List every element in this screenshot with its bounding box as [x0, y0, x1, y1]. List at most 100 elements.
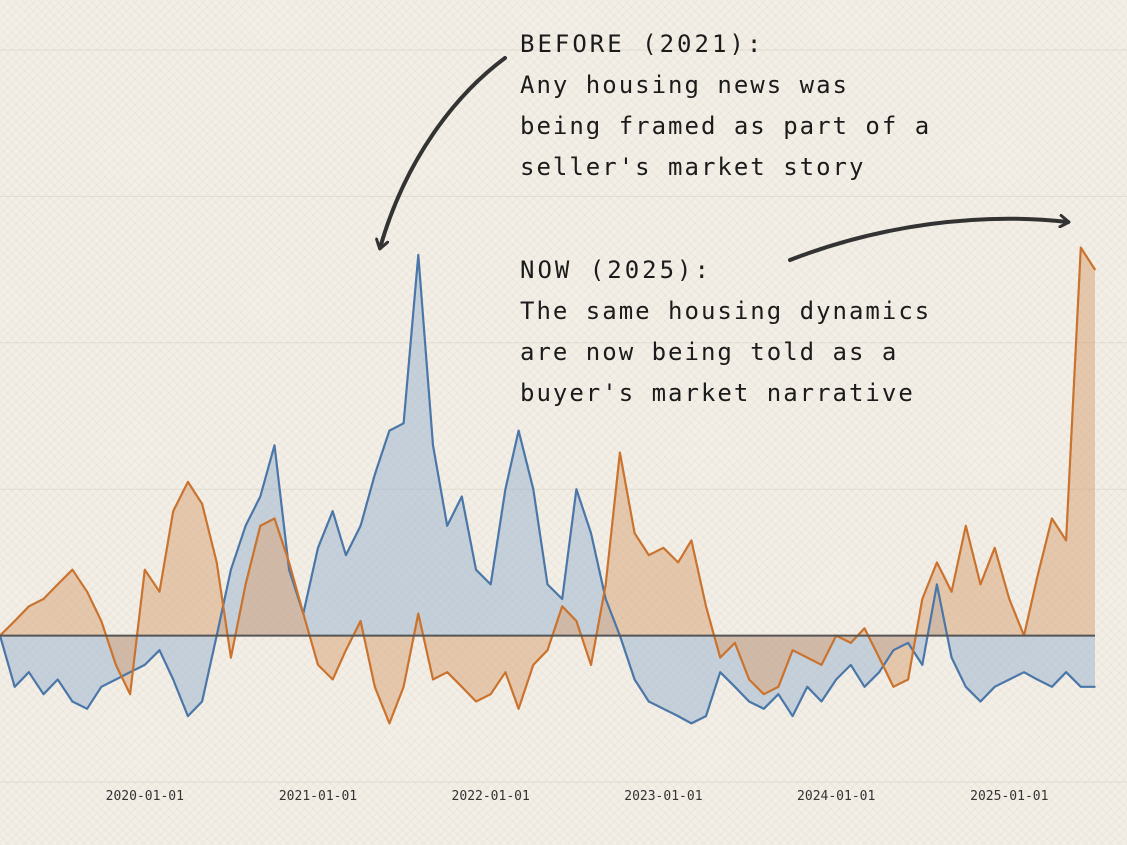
blue-series-point: [244, 525, 247, 527]
orange-series-point: [791, 649, 794, 651]
blue-series-point: [590, 532, 592, 534]
blue-series-point: [288, 568, 290, 571]
blue-series-point: [1051, 686, 1053, 688]
series-lines: [0, 246, 1096, 725]
orange-series-point: [575, 620, 578, 622]
orange-series-point: [517, 708, 520, 710]
orange-series-point: [215, 561, 218, 564]
orange-series-point: [187, 481, 189, 483]
blue-series-point: [273, 444, 276, 447]
blue-series-point: [158, 649, 161, 651]
blue-series-point: [662, 708, 665, 710]
blue-series-point: [345, 554, 347, 556]
orange-series-point: [273, 517, 276, 520]
orange-series-point: [201, 503, 203, 505]
blue-series-point: [575, 488, 578, 491]
orange-series-point: [1008, 598, 1011, 600]
orange-series-point: [907, 678, 909, 681]
now-annotation-line: are now being told as a: [520, 338, 899, 366]
blue-series-point: [388, 429, 391, 432]
now-annotation: NOW (2025): The same housing dynamics ar…: [520, 250, 931, 414]
before-annotation-arrow: [380, 56, 507, 248]
orange-series-point: [604, 583, 607, 586]
orange-series-point: [950, 590, 953, 593]
blue-series-point: [359, 525, 362, 527]
x-tick-label: 2021-01-01: [279, 789, 357, 804]
blue-series-point: [71, 700, 74, 703]
orange-series-point: [532, 664, 535, 666]
blue-series-point: [1023, 671, 1025, 673]
x-tick-label: 2023-01-01: [624, 789, 702, 804]
blue-series-point: [561, 598, 563, 600]
orange-series-point: [1036, 576, 1039, 578]
blue-series-point: [1080, 686, 1082, 688]
blue-series-point: [748, 700, 750, 703]
blue-series-point: [648, 700, 650, 703]
orange-series-point: [921, 598, 924, 600]
blue-series-point: [331, 510, 334, 512]
blue-series-point: [705, 715, 707, 717]
orange-series-point: [662, 547, 665, 549]
x-tick-label: 2020-01-01: [106, 789, 184, 804]
series-areas: [0, 247, 1095, 724]
blue-series-point: [763, 708, 765, 710]
orange-series-point: [489, 693, 492, 695]
orange-series-point: [259, 525, 262, 527]
blue-series-point: [446, 525, 449, 527]
orange-series-point: [230, 656, 232, 659]
orange-series-point: [302, 612, 305, 615]
orange-series-point: [345, 649, 347, 651]
orange-series-point: [719, 656, 721, 659]
blue-series-point: [259, 495, 262, 498]
orange-series-point: [648, 554, 650, 556]
before-annotation-line: being framed as part of a: [520, 112, 932, 140]
blue-series-point: [950, 656, 953, 659]
blue-series-point: [690, 722, 693, 725]
orange-series-point: [979, 583, 982, 586]
before-annotation: BEFORE (2021): Any housing news was bein…: [520, 24, 931, 188]
blue-series-point: [432, 444, 434, 447]
orange-series-point: [677, 561, 679, 564]
blue-series-point: [532, 488, 535, 491]
orange-series-point: [1065, 539, 1067, 542]
orange-series-point: [892, 686, 895, 688]
x-tick-label: 2025-01-01: [970, 789, 1048, 804]
orange-series-point: [863, 627, 866, 630]
orange-series-point: [432, 678, 434, 681]
orange-series-point: [850, 642, 852, 644]
orange-series-point: [56, 583, 59, 586]
blue-series-point: [144, 664, 146, 666]
blue-series-point: [1094, 686, 1096, 688]
orange-series-point: [129, 693, 131, 695]
blue-series-point: [1008, 678, 1011, 681]
orange-series-point: [158, 590, 161, 593]
blue-series-point: [417, 254, 420, 256]
blue-series-point: [936, 583, 938, 586]
now-annotation-line: buyer's market narrative: [520, 379, 915, 407]
now-annotation-heading: NOW (2025):: [520, 256, 712, 284]
blue-series-point: [374, 473, 376, 476]
blue-series-point: [201, 700, 203, 703]
blue-series-point: [993, 686, 996, 688]
blue-series-point: [1036, 678, 1039, 681]
blue-series-point: [402, 422, 405, 425]
before-annotation-line: Any housing news was: [520, 71, 849, 99]
orange-series-point: [965, 525, 967, 527]
x-tick-label: 2022-01-01: [452, 789, 530, 804]
blue-series-point: [86, 708, 88, 710]
orange-series-point: [374, 686, 376, 688]
blue-series-point: [517, 429, 520, 432]
orange-series-point: [546, 649, 549, 651]
blue-series-point: [129, 671, 131, 673]
orange-series-point: [748, 678, 750, 681]
orange-series-point: [936, 561, 938, 564]
orange-series-point: [115, 664, 117, 666]
orange-series-point: [100, 620, 103, 622]
blue-series-point: [172, 678, 174, 681]
orange-series-point: [417, 612, 420, 615]
now-annotation-line: The same housing dynamics: [520, 297, 932, 325]
blue-series-point: [28, 671, 30, 673]
blue-series-point: [546, 583, 549, 586]
